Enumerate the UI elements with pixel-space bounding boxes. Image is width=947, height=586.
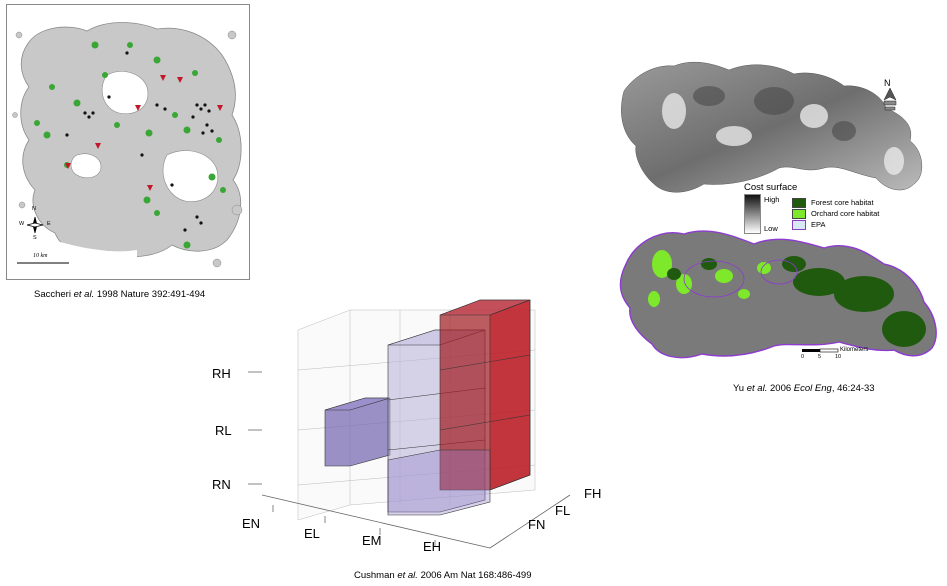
x-tick-EN: EN — [242, 516, 261, 531]
y-tick-RL: RL — [215, 423, 232, 438]
scale-tick-0: 0 — [801, 354, 805, 360]
scale-tick-10: 10 — [835, 354, 842, 360]
legend-forest-swatch — [792, 197, 806, 208]
yu-caption: Yu et al. 2006 Ecol Eng, 46:24-33 — [733, 383, 875, 394]
compass-west-label: W — [19, 221, 25, 227]
x-tick-EH: EH — [423, 539, 442, 554]
scalebar-label: 10 km — [33, 253, 48, 259]
legend-epa: EPA — [792, 219, 879, 230]
compass-north-label: N — [32, 206, 36, 212]
y-tick-RH: RH — [212, 366, 231, 381]
legend-epa-swatch — [792, 219, 806, 230]
habitat-legend: Forest core habitat Orchard core habitat… — [792, 197, 879, 230]
saccheri-habitat-map — [12, 22, 243, 268]
scale-unit-label: Kilometers — [840, 347, 869, 353]
cost-gradient-bar — [744, 194, 761, 234]
cost-high-label: High — [764, 195, 780, 204]
saccheri-panel: N S E W 10 km — [6, 4, 250, 280]
cost-surface-map — [621, 61, 922, 193]
habitat-core-map — [619, 230, 937, 359]
cushman-caption: Cushman et al. 2006 Am Nat 168:486-499 — [354, 570, 532, 581]
cushman-panel: RH RL RN EN EL EM EH FN FL FH — [200, 290, 620, 565]
x-tick-EM: EM — [362, 533, 382, 548]
compass-south-label: S — [33, 235, 37, 241]
saccheri-caption: Saccheri et al. 1998 Nature 392:491-494 — [34, 289, 206, 300]
compass-east-label: E — [47, 221, 51, 227]
cost-low-label: Low — [764, 224, 778, 233]
z-tick-FL: FL — [555, 503, 571, 518]
cost-surface-title: Cost surface — [744, 182, 798, 193]
factorial-cube-plot — [248, 299, 571, 549]
y-tick-RN: RN — [212, 477, 231, 492]
legend-forest: Forest core habitat — [792, 197, 879, 208]
legend-orchard: Orchard core habitat — [792, 208, 879, 219]
saccheri-map-frame: N S E W 10 km — [6, 4, 250, 280]
x-tick-EL: EL — [304, 526, 320, 541]
legend-orchard-swatch — [792, 208, 806, 219]
scale-tick-5: 5 — [818, 354, 822, 360]
yu-panel: N Cost surface High Low Forest core habi… — [614, 56, 942, 378]
north-label: N — [884, 78, 891, 88]
z-tick-FN: FN — [528, 517, 546, 532]
z-tick-FH: FH — [584, 486, 602, 501]
north-arrow-icon — [883, 88, 897, 111]
